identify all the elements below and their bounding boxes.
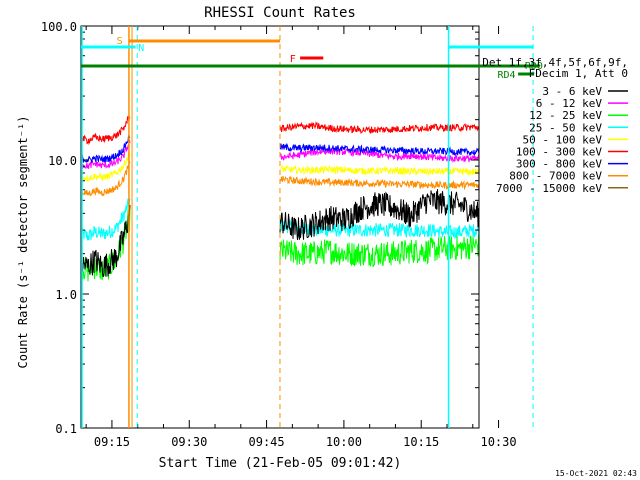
legend-header: FDecim 1, Att 0 — [529, 67, 628, 80]
series-line-3-post — [279, 218, 479, 240]
annotation-f: F — [290, 54, 296, 65]
legend-label: 300 - 800 keV — [516, 158, 602, 171]
series-group — [81, 115, 479, 282]
series-line-5-post — [279, 121, 479, 135]
axes: 0.1 1.0 10.0 100.0 09:15 09:30 09:45 10:00 10:15… — [41, 20, 517, 449]
y-tick-label: 10.0 — [48, 154, 77, 168]
annotation-n: N — [138, 43, 144, 54]
legend-label: 100 - 300 keV — [516, 146, 602, 159]
series-line-2-post — [279, 234, 479, 268]
series-line-0-post — [279, 189, 479, 241]
annotation-s: S — [117, 36, 123, 47]
annotation-rd0: RD0 — [525, 61, 543, 72]
chart-title: RHESSI Count Rates — [204, 5, 356, 21]
series-line-7-post — [279, 175, 479, 191]
series-line-3-pre — [81, 198, 131, 241]
legend-label: 25 - 50 keV — [529, 121, 602, 134]
x-tick-label: 10:15 — [403, 435, 439, 449]
x-tick-label: 09:15 — [94, 435, 130, 449]
footer-timestamp: 15-Oct-2021 02:43 — [555, 469, 637, 478]
y-tick-label: 0.1 — [55, 422, 77, 436]
series-line-4-pre — [81, 152, 131, 182]
x-tick-label: 09:45 — [249, 435, 285, 449]
series-line-6-post — [279, 142, 479, 156]
series-line-5-pre — [81, 115, 131, 146]
annotation-rd4: RD4 — [497, 70, 515, 81]
y-tick-label: 1.0 — [55, 288, 77, 302]
legend-label: 50 - 100 keV — [523, 133, 603, 146]
legend: Det 1f,3f,4f,5f,6f,9f,FDecim 1, Att 0 3 -… — [482, 56, 628, 195]
series-line-1-pre — [81, 139, 131, 169]
plot-area — [81, 115, 479, 282]
time-markers: S N F RD0 RD4 — [81, 26, 543, 428]
legend-label: 7000 - 15000 keV — [496, 182, 602, 195]
legend-label: 6 - 12 keV — [536, 97, 603, 110]
series-line-7-pre — [81, 160, 131, 197]
y-axis-title: Count Rate (s⁻¹ detector segment⁻¹) — [16, 116, 30, 369]
series-line-1-post — [279, 146, 479, 164]
legend-label: 3 - 6 keV — [542, 85, 602, 98]
legend-header: Det 1f,3f,4f,5f,6f,9f, — [482, 56, 628, 69]
series-line-4-post — [279, 164, 479, 176]
y-tick-label: 100.0 — [41, 20, 77, 34]
x-tick-label: 10:30 — [480, 435, 516, 449]
legend-label: 12 - 25 keV — [529, 109, 602, 122]
series-line-0-pre — [81, 204, 131, 277]
x-tick-label: 09:30 — [171, 435, 207, 449]
x-axis-title: Start Time (21-Feb-05 09:01:42) — [159, 456, 402, 471]
series-line-6-pre — [81, 133, 131, 164]
x-tick-label: 10:00 — [326, 435, 362, 449]
legend-label: 800 - 7000 keV — [509, 170, 602, 183]
